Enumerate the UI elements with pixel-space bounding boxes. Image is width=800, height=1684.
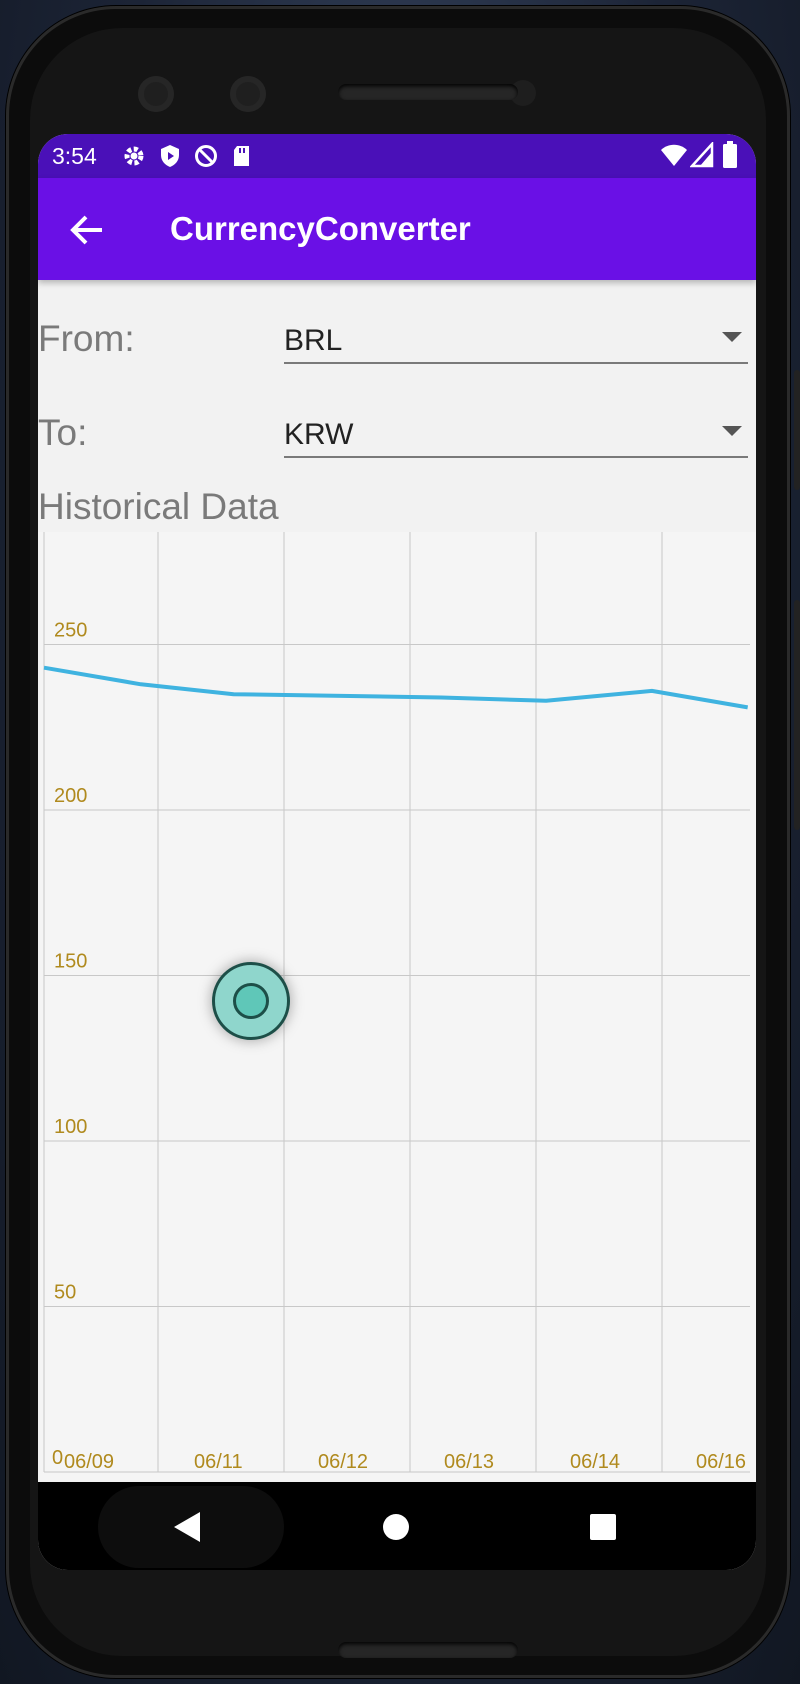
nav-home-icon[interactable] <box>383 1514 409 1540</box>
y-tick-label: 250 <box>54 620 87 642</box>
bottom-speaker <box>338 1642 518 1658</box>
y-tick-label: 0 <box>52 1447 63 1469</box>
x-tick-label: 06/14 <box>570 1451 620 1473</box>
x-tick-label: 06/09 <box>64 1451 114 1473</box>
battery-icon <box>723 141 737 168</box>
signal-icon <box>690 142 714 168</box>
to-label: To: <box>38 412 88 453</box>
front-camera-icon <box>138 76 174 112</box>
line-chart[interactable]: 0 50 100 150 200 250 06/09 06/11 06/12 06/13 06/14… <box>38 532 756 1480</box>
power-button <box>794 370 800 490</box>
touch-indicator-dot <box>233 983 269 1019</box>
status-time: 3:54 <box>52 143 97 169</box>
do-not-disturb-icon <box>195 145 217 167</box>
from-label: From: <box>38 318 135 359</box>
status-bar: 3:54 <box>38 134 756 178</box>
touch-indicator <box>212 962 290 1040</box>
y-tick-label: 50 <box>54 1282 76 1304</box>
earpiece-speaker <box>338 84 518 100</box>
wifi-icon <box>661 144 687 166</box>
x-tick-label: 06/16 <box>696 1451 746 1473</box>
series-line <box>43 665 749 710</box>
y-tick-label: 100 <box>54 1116 87 1138</box>
x-tick-label: 06/12 <box>318 1451 368 1473</box>
device-screen: 3:54 <box>38 134 756 1570</box>
dropdown-arrow-icon <box>722 426 742 436</box>
app-title: CurrencyConverter <box>170 210 471 247</box>
from-currency-dropdown[interactable]: BRL <box>284 306 748 364</box>
front-camera-icon <box>230 76 266 112</box>
from-currency-value: BRL <box>284 324 343 357</box>
app-bar: CurrencyConverter <box>38 178 756 280</box>
nav-back-icon[interactable] <box>174 1512 200 1542</box>
shield-play-icon <box>161 145 179 167</box>
navigation-bar <box>38 1482 756 1570</box>
settings-icon <box>124 146 144 166</box>
sd-card-icon <box>234 146 249 166</box>
nav-recents-icon[interactable] <box>590 1514 616 1540</box>
x-tick-label: 06/11 <box>194 1451 243 1473</box>
y-tick-label: 200 <box>54 785 87 807</box>
to-currency-value: KRW <box>284 418 354 451</box>
back-arrow-icon[interactable] <box>68 210 108 250</box>
x-tick-label: 06/13 <box>444 1451 494 1473</box>
dropdown-arrow-icon <box>722 332 742 342</box>
to-currency-dropdown[interactable]: KRW <box>284 400 748 458</box>
historical-chart[interactable]: 0 50 100 150 200 250 06/09 06/11 06/12 06/13 06/14… <box>38 532 756 1480</box>
volume-button <box>794 600 800 830</box>
y-tick-label: 150 <box>54 951 87 973</box>
historical-data-title: Historical Data <box>38 486 279 527</box>
